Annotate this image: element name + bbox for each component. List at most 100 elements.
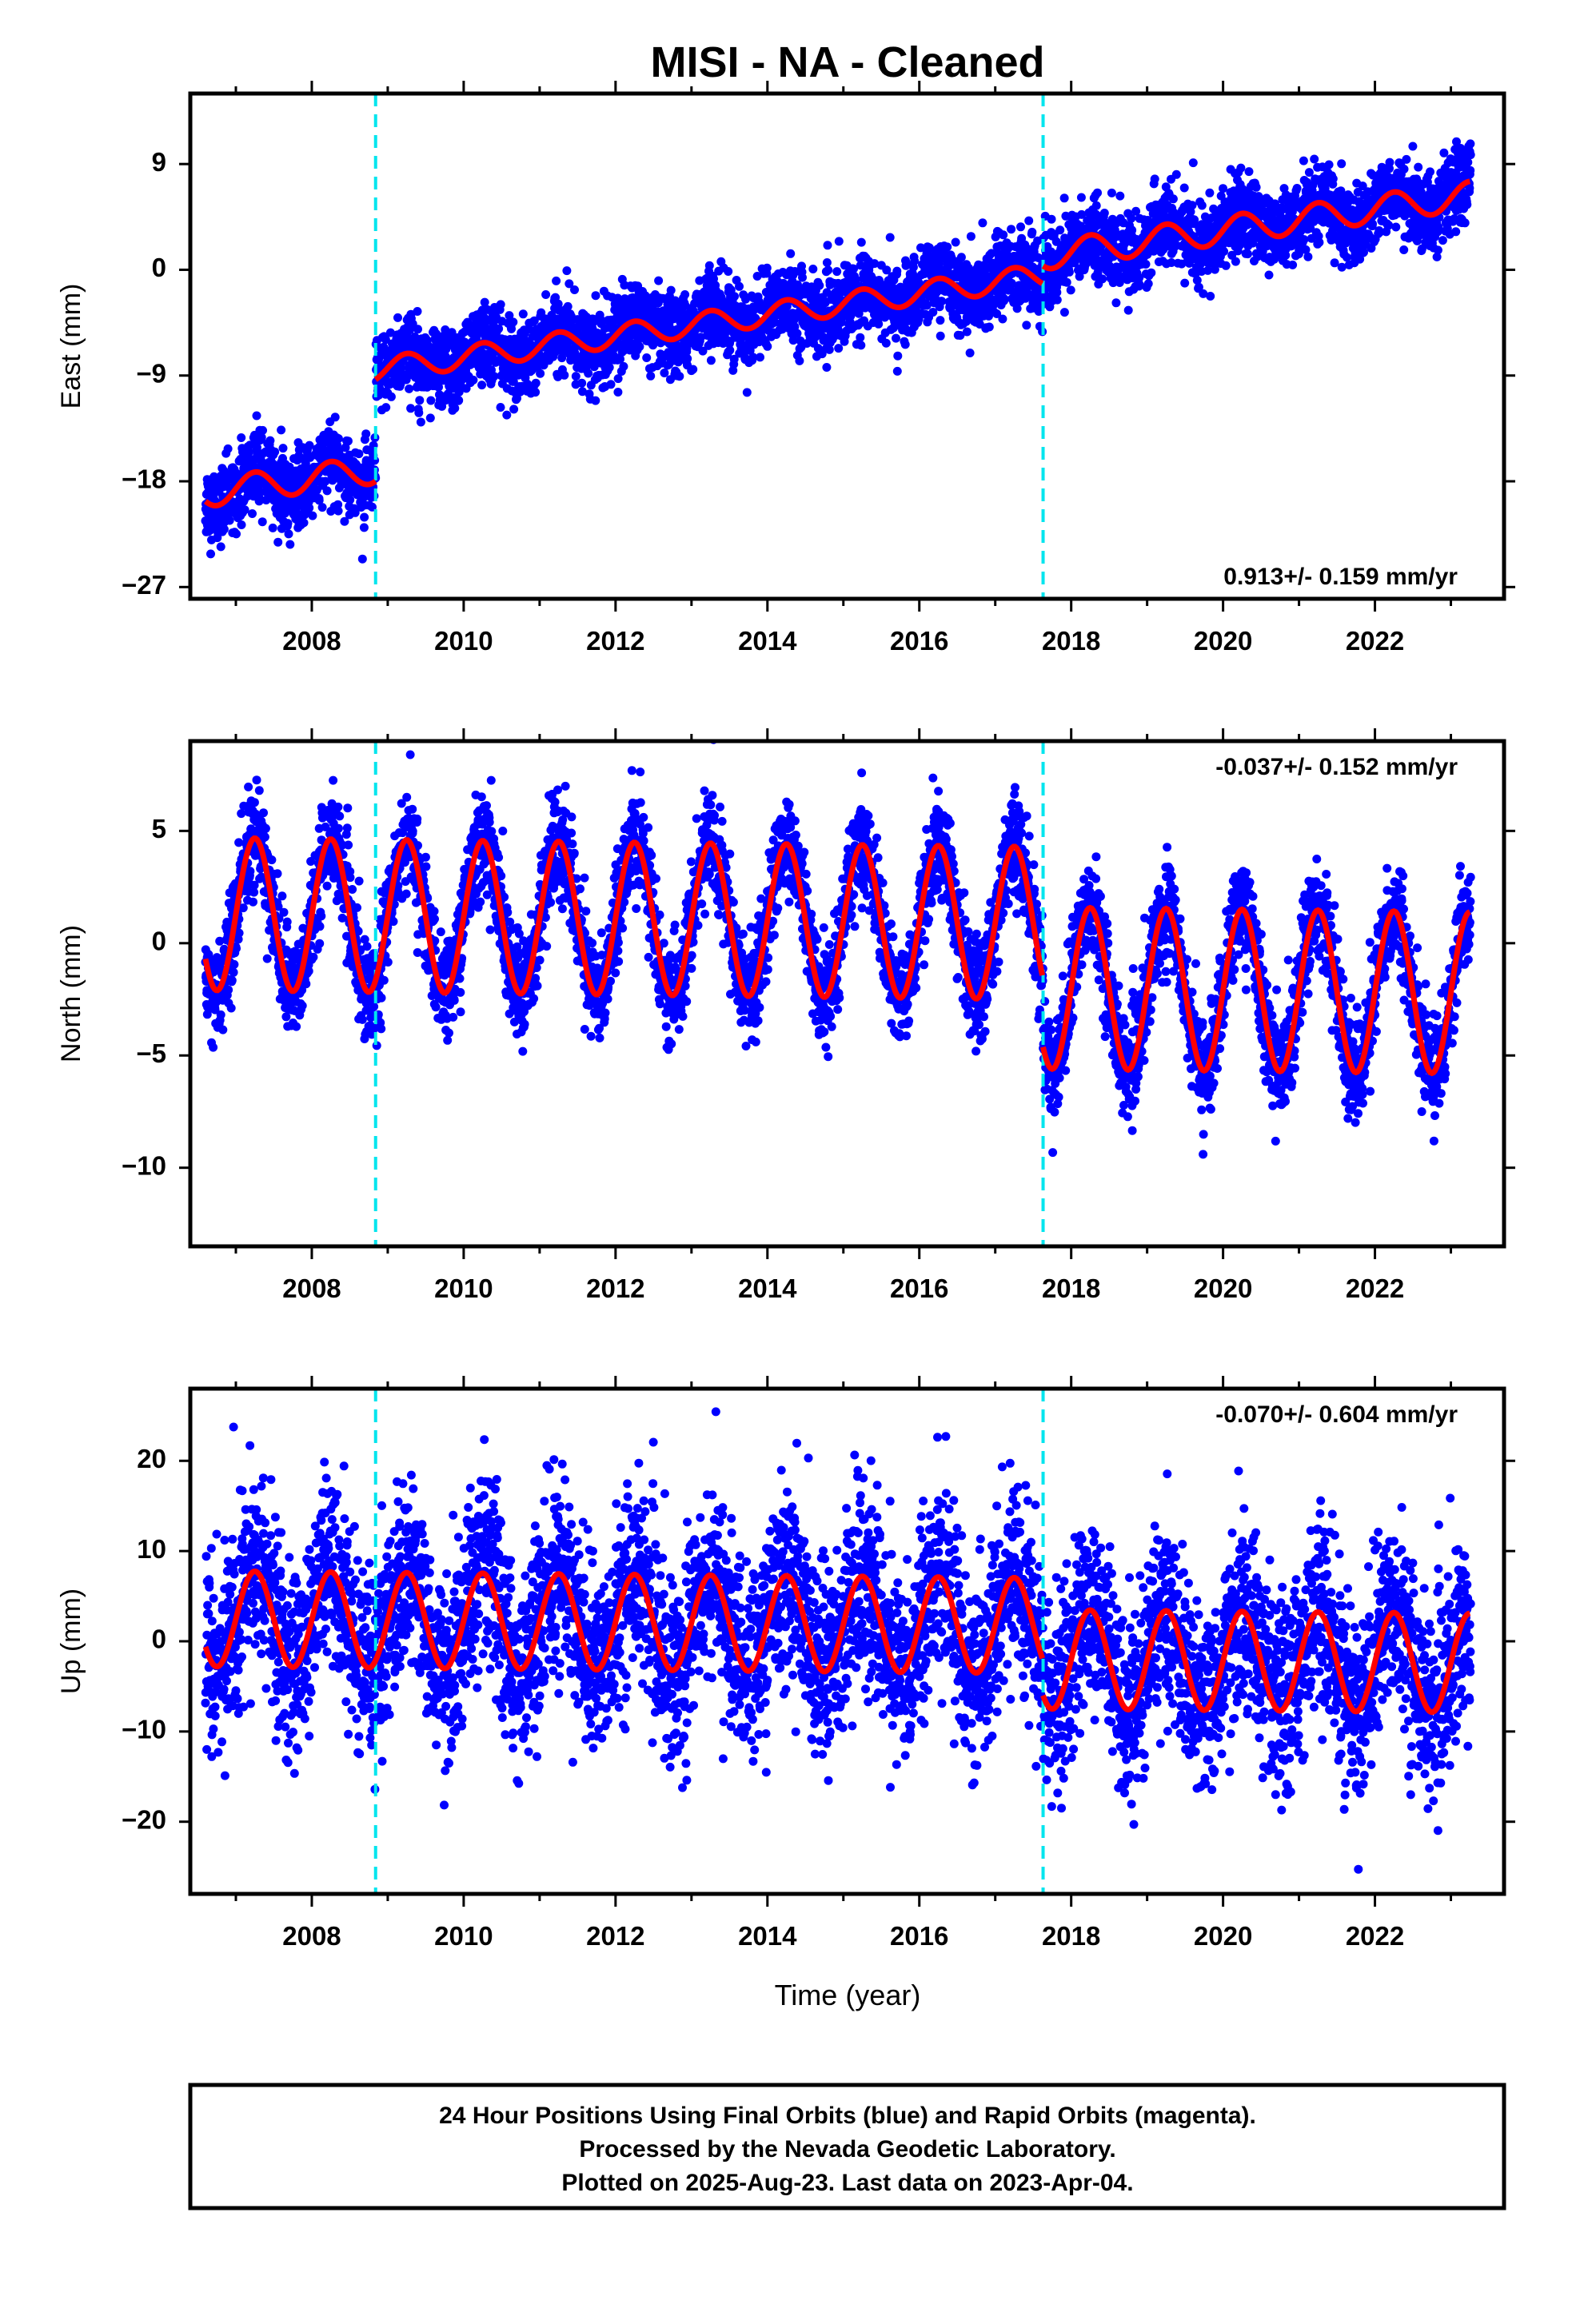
data-point-768 — [381, 335, 390, 345]
data-point-2530 — [795, 356, 804, 365]
data-point-300 — [270, 447, 280, 456]
data-point-4717 — [1310, 154, 1319, 164]
data-point-1074 — [454, 396, 464, 405]
data-point-3735 — [1076, 193, 1086, 202]
data-point-4797 — [1328, 174, 1338, 184]
data-point-667 — [357, 554, 367, 564]
data-point-3254 — [965, 349, 975, 357]
data-point-2619 — [815, 281, 824, 290]
data-point-3333 — [984, 322, 994, 332]
data-point-3241 — [962, 327, 972, 337]
data-point-3192 — [951, 237, 960, 247]
data-point-4437 — [1243, 249, 1252, 259]
data-point-915 — [416, 417, 425, 427]
data-point-2145 — [706, 356, 716, 365]
data-point-1308 — [509, 377, 518, 386]
data-point-2647 — [822, 363, 832, 372]
data-point-3431 — [1007, 225, 1016, 234]
data-point-1306 — [509, 317, 518, 327]
data-point-1589 — [577, 378, 587, 388]
data-point-1045 — [447, 328, 457, 337]
data-point-955 — [425, 413, 435, 423]
data-point-1887 — [646, 371, 656, 381]
data-point-2010 — [675, 372, 684, 381]
data-point-2796 — [856, 237, 866, 247]
data-point-3896 — [1115, 191, 1125, 201]
data-point-595 — [340, 516, 349, 526]
data-point-356 — [283, 519, 293, 528]
data-point-904 — [413, 325, 422, 334]
data-point-1253 — [496, 300, 505, 309]
data-point-1482 — [552, 276, 561, 285]
data-point-4275 — [1205, 188, 1215, 197]
data-point-2654 — [824, 265, 833, 275]
data-point-2589 — [808, 265, 818, 273]
data-point-238 — [254, 487, 264, 496]
data-point-2899 — [881, 338, 891, 348]
data-point-2941 — [892, 266, 902, 276]
data-point-3864 — [1107, 188, 1116, 197]
data-point-103 — [223, 444, 233, 453]
data-point-4331 — [1219, 184, 1227, 193]
data-point-2790 — [856, 333, 865, 342]
data-point-675 — [360, 512, 369, 522]
data-point-4335 — [1219, 247, 1229, 256]
data-point-890 — [410, 332, 420, 341]
data-point-367 — [285, 540, 295, 549]
data-point-3664 — [1059, 308, 1069, 317]
data-point-327 — [277, 425, 286, 435]
data-point-1309 — [509, 405, 519, 414]
data-point-2945 — [893, 351, 903, 361]
data-point-291 — [268, 523, 277, 532]
data-point-2046 — [683, 354, 692, 364]
data-point-3404 — [999, 294, 1009, 304]
data-point-485 — [314, 496, 324, 505]
data-point-280 — [265, 436, 275, 445]
data-point-4040 — [1150, 174, 1159, 184]
data-point-902 — [413, 307, 422, 316]
data-point-4644 — [1292, 184, 1302, 193]
data-point-769 — [381, 403, 391, 413]
data-point-4204 — [1188, 158, 1198, 168]
data-point-3398 — [999, 230, 1008, 240]
data-point-985 — [434, 382, 443, 392]
data-point-910 — [415, 396, 425, 405]
data-point-157 — [237, 520, 246, 529]
data-point-190 — [245, 447, 254, 456]
data-point-1397 — [531, 388, 541, 397]
data-point-2231 — [725, 345, 735, 355]
data-point-1184 — [480, 297, 489, 307]
data-point-360 — [284, 529, 293, 539]
data-point-2251 — [730, 292, 739, 301]
data-point-1100 — [460, 327, 469, 337]
data-point-228 — [253, 443, 261, 452]
data-point-4675 — [1299, 235, 1309, 245]
data-point-511 — [321, 476, 330, 486]
data-point-3643 — [1055, 225, 1065, 235]
data-point-4026 — [1147, 268, 1156, 277]
data-point-2698 — [834, 344, 844, 353]
data-point-4134 — [1171, 169, 1181, 179]
data-point-3833 — [1099, 209, 1109, 217]
data-point-1872 — [642, 353, 652, 362]
data-point-2649 — [822, 258, 832, 267]
data-point-1252 — [496, 403, 505, 412]
data-point-1648 — [591, 291, 600, 301]
data-point-2914 — [885, 233, 895, 242]
data-point-1943 — [660, 369, 669, 377]
data-point-170 — [240, 505, 249, 515]
data-point-4167 — [1180, 278, 1190, 288]
data-point-24 — [206, 549, 215, 559]
data-point-3632 — [1052, 295, 1062, 305]
data-point-1916 — [654, 276, 664, 285]
data-point-4740 — [1315, 237, 1324, 247]
data-point-1527 — [562, 266, 572, 276]
data-point-2794 — [856, 341, 866, 350]
data-point-498 — [317, 503, 327, 512]
data-point-653 — [354, 449, 364, 459]
data-point-1972 — [666, 285, 676, 295]
data-point-2936 — [892, 333, 900, 343]
data-point-3395 — [998, 314, 1007, 324]
